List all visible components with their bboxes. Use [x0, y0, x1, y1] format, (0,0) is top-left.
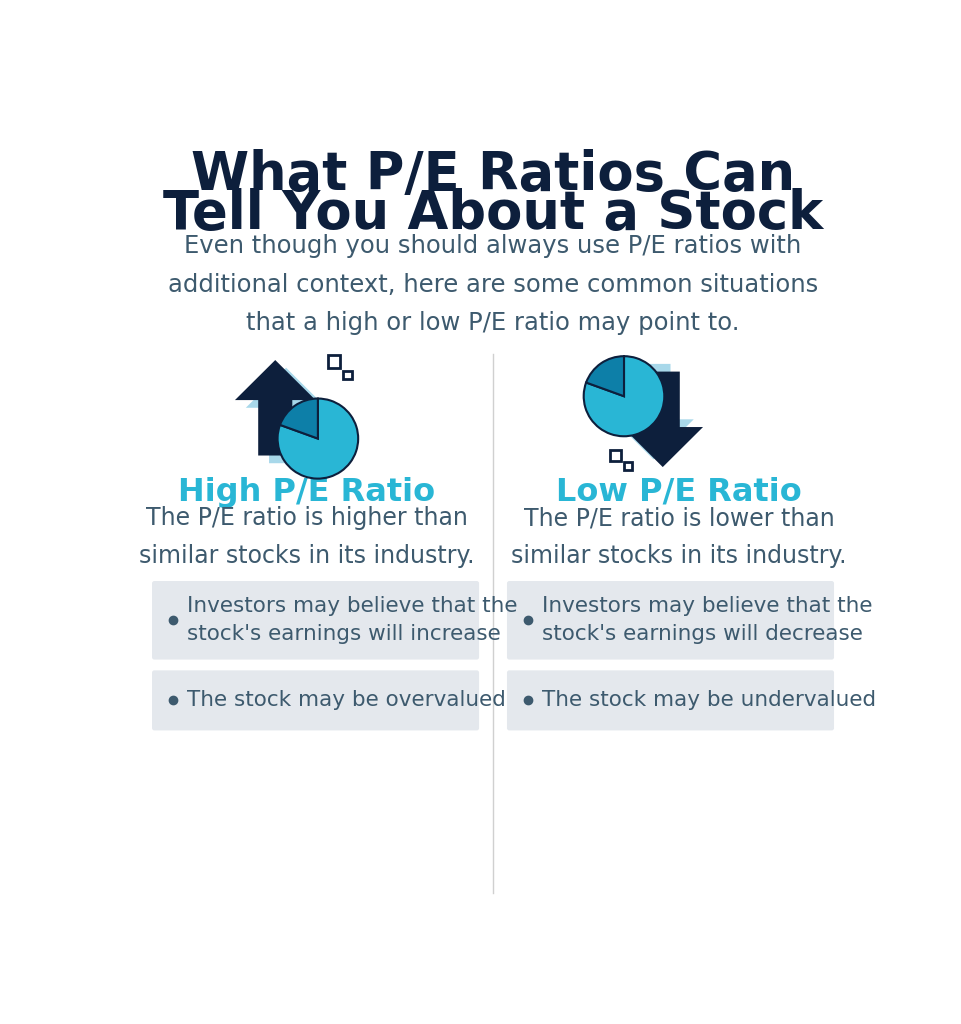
Text: Even though you should always use P/E ratios with
additional context, here are s: Even though you should always use P/E ra…	[168, 234, 817, 335]
FancyBboxPatch shape	[506, 581, 833, 659]
Text: The P/E ratio is higher than
similar stocks in its industry.: The P/E ratio is higher than similar sto…	[139, 506, 475, 568]
Text: The P/E ratio is lower than
similar stocks in its industry.: The P/E ratio is lower than similar stoc…	[510, 506, 846, 568]
Text: Tell You About a Stock: Tell You About a Stock	[162, 187, 823, 240]
FancyBboxPatch shape	[152, 581, 479, 659]
Text: The stock may be overvalued: The stock may be overvalued	[186, 690, 505, 711]
FancyBboxPatch shape	[506, 671, 833, 730]
Text: Investors may believe that the
stock's earnings will increase: Investors may believe that the stock's e…	[186, 596, 517, 644]
Wedge shape	[583, 356, 664, 436]
Wedge shape	[585, 356, 624, 396]
Polygon shape	[612, 364, 693, 460]
Text: The stock may be undervalued: The stock may be undervalued	[541, 690, 875, 711]
Polygon shape	[246, 368, 326, 463]
FancyBboxPatch shape	[152, 671, 479, 730]
Text: High P/E Ratio: High P/E Ratio	[179, 477, 435, 508]
Text: Low P/E Ratio: Low P/E Ratio	[555, 477, 801, 508]
Polygon shape	[234, 360, 315, 456]
Text: Investors may believe that the
stock's earnings will decrease: Investors may believe that the stock's e…	[541, 596, 872, 644]
Wedge shape	[280, 398, 317, 438]
Wedge shape	[278, 398, 357, 478]
Polygon shape	[622, 372, 702, 467]
Text: What P/E Ratios Can: What P/E Ratios Can	[191, 150, 794, 202]
